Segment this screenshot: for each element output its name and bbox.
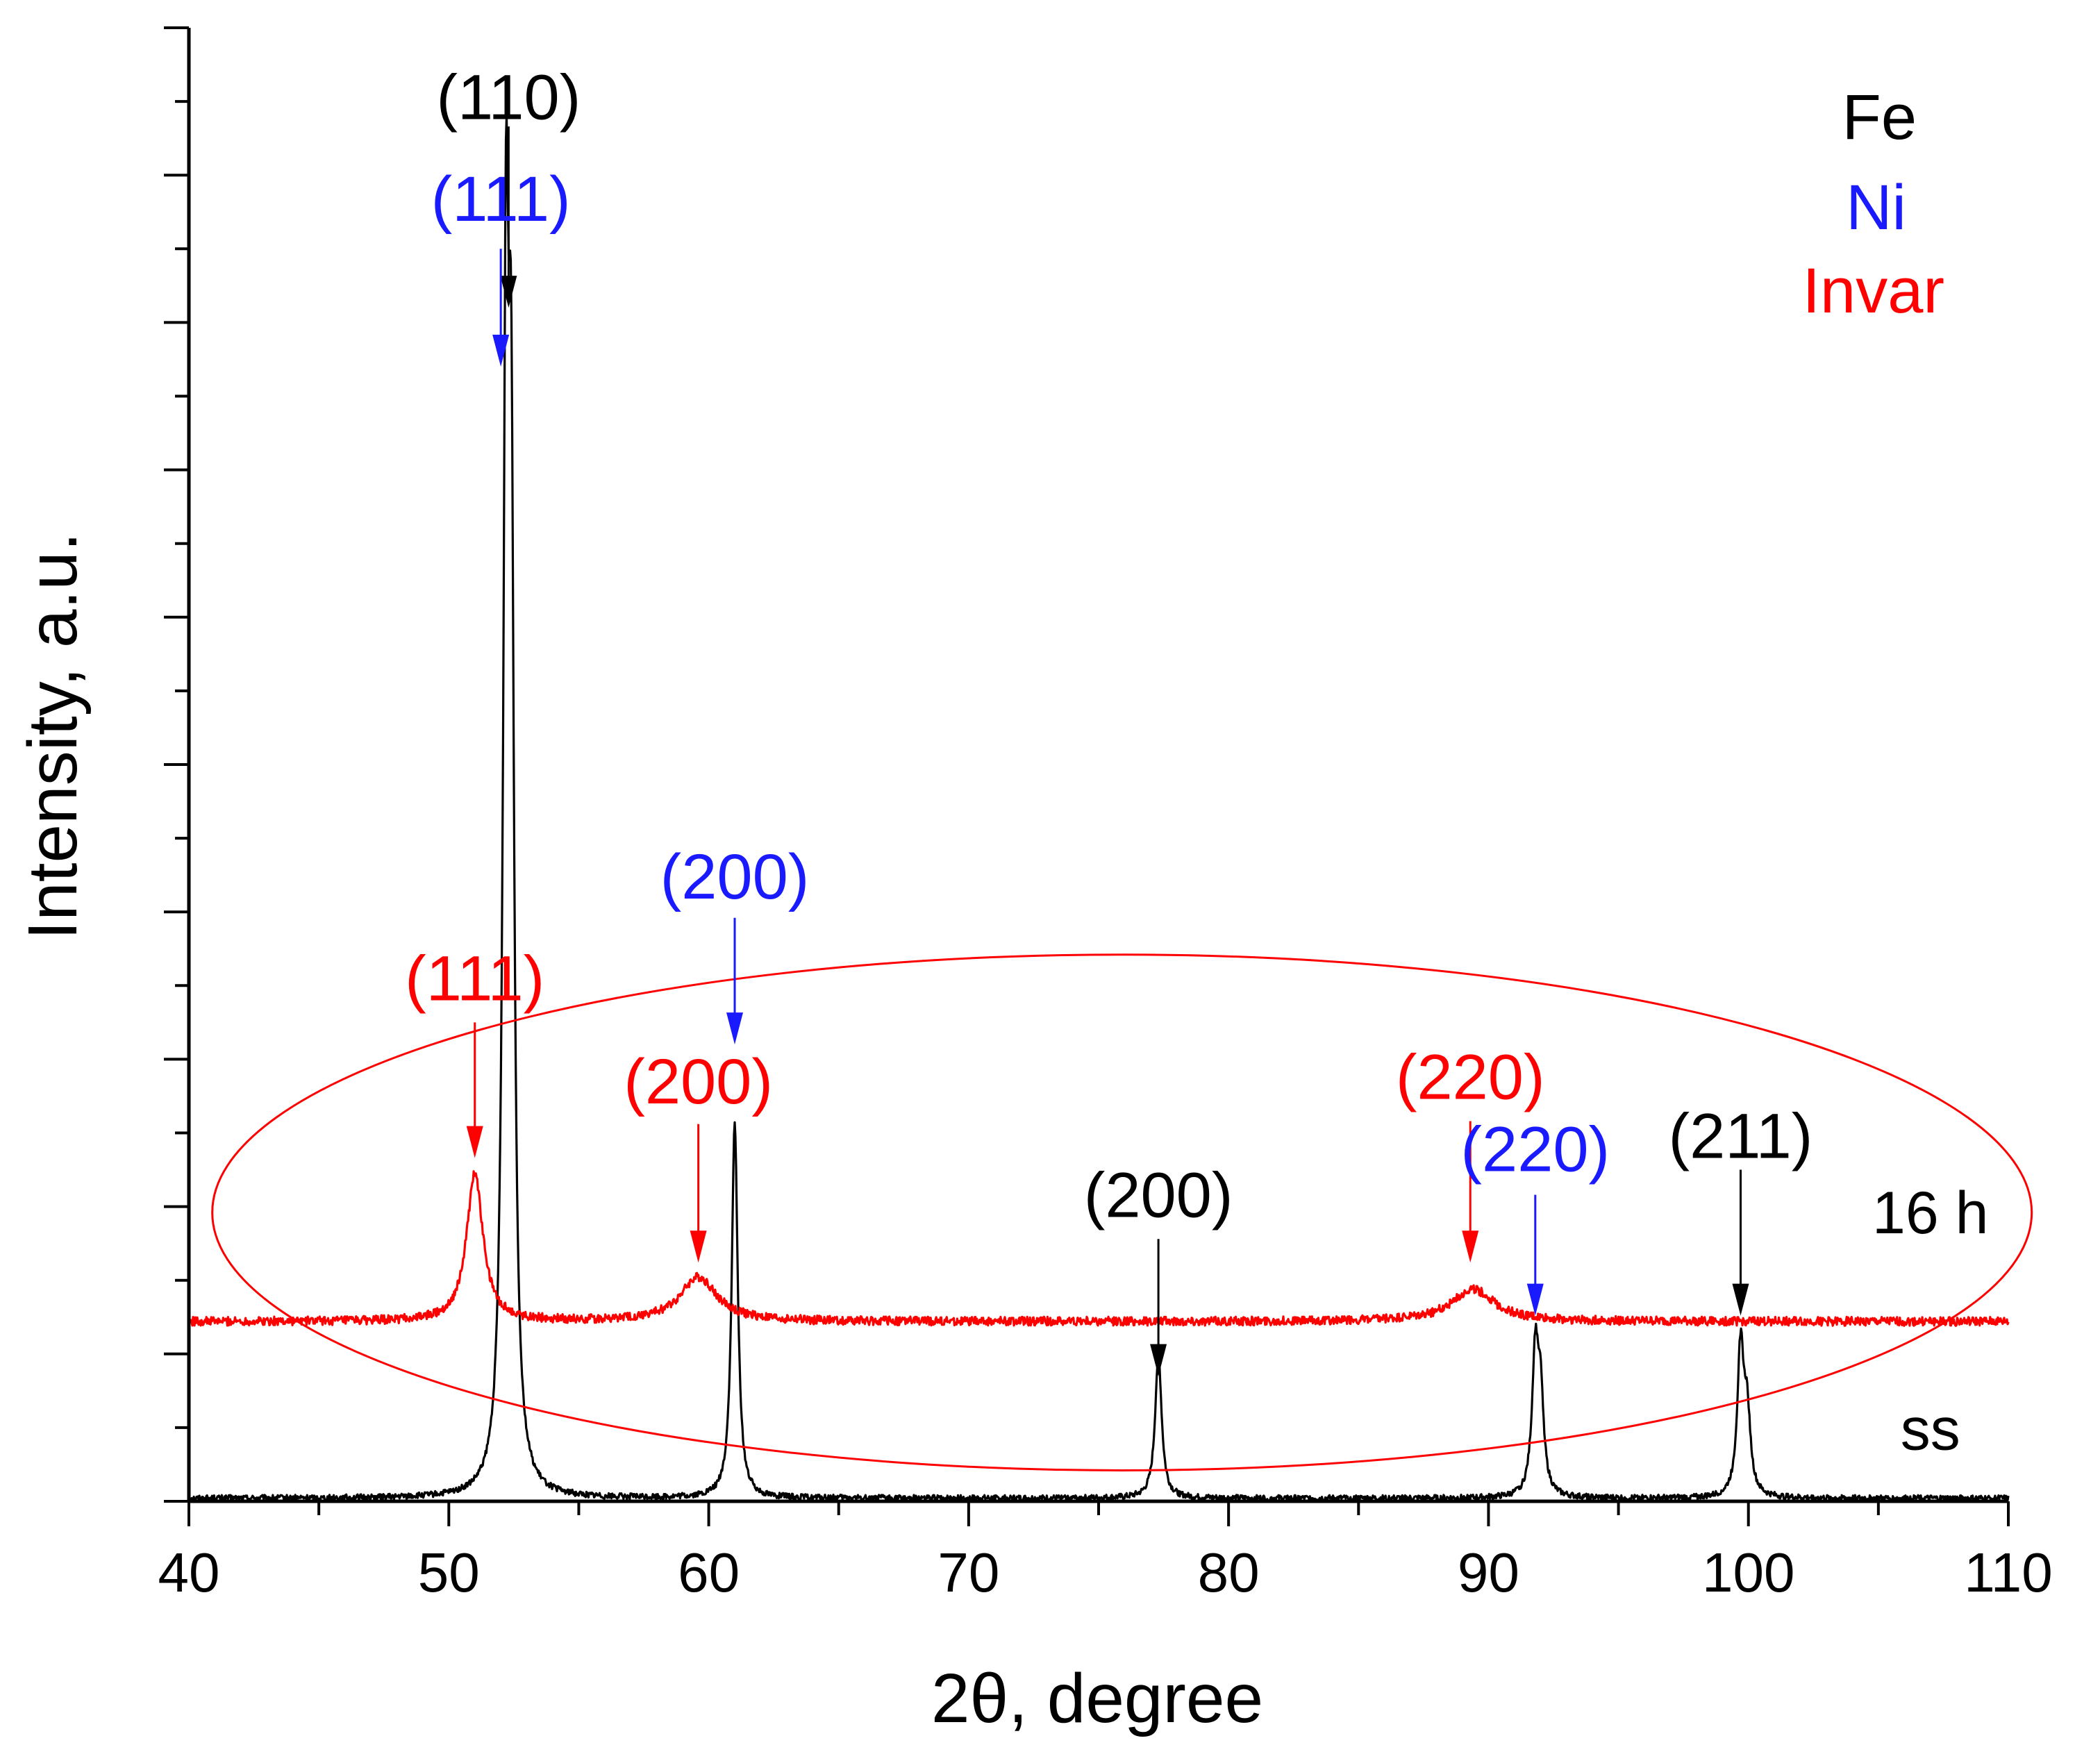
annotation-arrowhead-6	[1526, 1283, 1544, 1316]
plot-area: 40 50 60 70 80 90 100 110 (110) (111) (200) (111) (2…	[158, 26, 2053, 1603]
series-line-ss	[188, 115, 2010, 1503]
peak-label-2: (200)	[660, 842, 810, 912]
legend-fe: Fe	[1842, 82, 1917, 153]
peak-label-1: (111)	[431, 164, 571, 235]
y-axis-label: Intensity, a.u.	[14, 532, 92, 940]
legend: Fe Ni Invar	[1802, 82, 1944, 326]
x-tick-label-110: 110	[1964, 1542, 2053, 1603]
annotation-arrowhead-0	[500, 276, 517, 308]
x-axis-label: 2θ, degree	[931, 1660, 1263, 1737]
peak-label-4: (200)	[624, 1046, 773, 1117]
annotation-arrowhead-5	[1462, 1230, 1479, 1263]
annotation-arrowhead-7	[1732, 1283, 1749, 1316]
peak-label-6: (220)	[1460, 1115, 1610, 1185]
x-tick-label-80: 80	[1198, 1542, 1260, 1603]
highlight-ellipse	[211, 953, 2033, 1471]
x-tick-label-100: 100	[1702, 1542, 1794, 1603]
annotation-arrowhead-4	[690, 1230, 707, 1263]
x-tick-label-40: 40	[158, 1542, 220, 1603]
x-tick-label-90: 90	[1458, 1542, 1519, 1603]
series-line-16-h	[188, 1170, 2010, 1327]
x-tick-label-50: 50	[418, 1542, 480, 1603]
series-label-16-h: 16 h	[1872, 1180, 1988, 1246]
peak-label-3: (111)	[405, 944, 544, 1015]
x-tick-label-70: 70	[938, 1542, 999, 1603]
annotation-arrowhead-3	[466, 1126, 483, 1158]
legend-invar: Invar	[1802, 256, 1944, 326]
peak-label-7: (211)	[1669, 1101, 1813, 1172]
annotation-arrowhead-8	[1150, 1344, 1167, 1376]
peak-label-5: (220)	[1396, 1042, 1545, 1113]
annotation-arrowhead-2	[726, 1012, 743, 1045]
annotation-arrowhead-1	[492, 335, 510, 367]
series-label-ss: ss	[1901, 1396, 1960, 1463]
peak-label-0: (110)	[436, 62, 581, 133]
peak-label-8: (200)	[1084, 1160, 1233, 1230]
legend-ni: Ni	[1846, 172, 1906, 243]
x-tick-label-60: 60	[678, 1542, 740, 1603]
